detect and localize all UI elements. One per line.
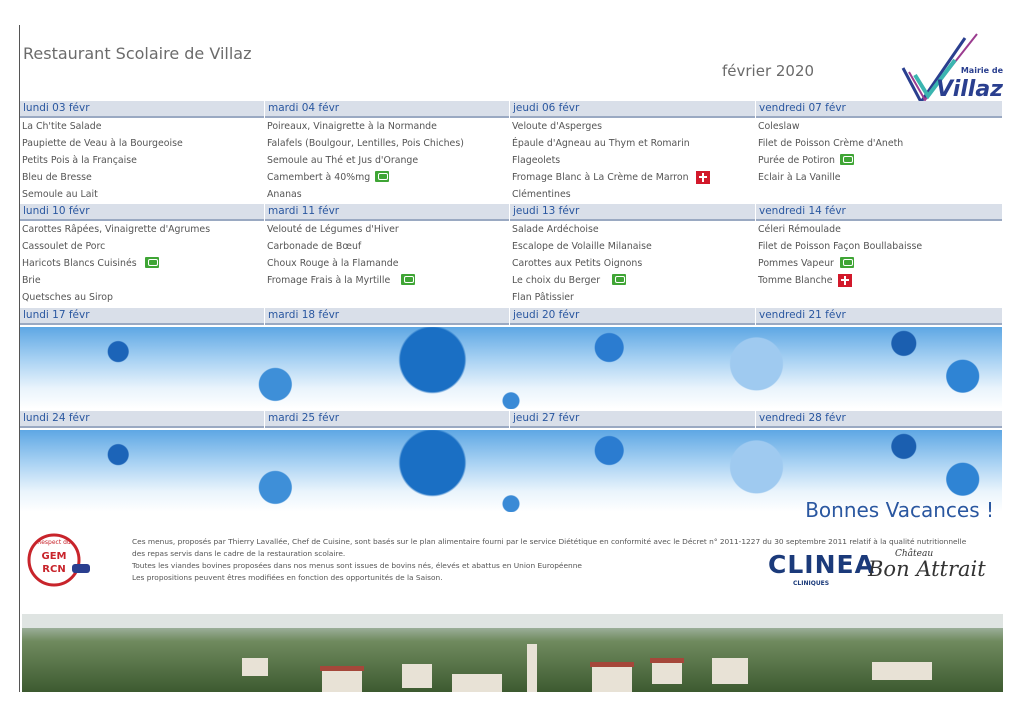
menu-item: Eclair à La Vanille: [758, 172, 841, 183]
logo-text: Mairie de: [961, 66, 1004, 75]
menu-item: Pommes Vapeur: [758, 258, 834, 269]
menu-item: Velouté de Légumes d'Hiver: [267, 224, 399, 235]
note: Les propositions peuvent êtres modifiées…: [132, 573, 443, 582]
menu-item: Coleslaw: [758, 121, 800, 132]
menu-item: Camembert à 40%mg: [267, 172, 371, 183]
day-header: mardi 18 févr: [265, 308, 509, 325]
menu-item: Falafels (Boulgour, Lentilles, Pois Chic…: [267, 138, 464, 149]
title: Restaurant Scolaire de Villaz: [23, 44, 252, 63]
menu-item: Bleu de Bresse: [22, 172, 92, 183]
logo-text: RCN: [42, 564, 65, 575]
savoie-badge: [696, 171, 710, 184]
logo-swoosh: [913, 58, 957, 100]
menu-item: Clémentines: [512, 189, 571, 200]
menu-item: Flan Pâtissier: [512, 292, 574, 303]
menu-item: Haricots Blancs Cuisinés: [22, 258, 137, 269]
menu-item: Cassoulet de Porc: [22, 241, 106, 252]
menu-item: Filet de Poisson Crème d'Aneth: [758, 138, 904, 149]
menu-item: Épaule d'Agneau au Thym et Romarin: [512, 138, 690, 149]
clinea-logo: CLINEA: [768, 550, 875, 579]
bio-badge: [401, 274, 415, 285]
chateau-logo: Château: [895, 549, 934, 559]
bio-badge: [840, 154, 854, 165]
village-photo: [22, 614, 1003, 692]
chateau-logo: Bon Attrait: [868, 557, 986, 581]
logo-text: GEM: [42, 551, 67, 562]
note: Toutes les viandes bovines proposées dan…: [132, 561, 582, 570]
menu-item: Carbonade de Bœuf: [267, 241, 362, 252]
day-header: vendredi 28 févr: [756, 411, 1002, 428]
day-header: jeudi 13 févr: [510, 204, 755, 221]
menu-item: Semoule au Thé et Jus d'Orange: [267, 155, 419, 166]
day-header: mardi 04 févr: [265, 101, 509, 118]
day-header: lundi 17 févr: [20, 308, 264, 325]
menu-item: Fromage Blanc à La Crème de Marron: [512, 172, 689, 183]
day-header: vendredi 07 févr: [756, 101, 1002, 118]
day-header: vendredi 21 févr: [756, 308, 1002, 325]
menu-item: Paupiette de Veau à la Bourgeoise: [22, 138, 183, 149]
sky: [22, 614, 1003, 628]
bio-badge: [145, 257, 159, 268]
bio-badge: [612, 274, 626, 285]
menu-item: Céleri Rémoulade: [758, 224, 841, 235]
menu-item: Salade Ardéchoise: [512, 224, 599, 235]
menu-item: Filet de Poisson Façon Boullabaisse: [758, 241, 923, 252]
menu-item: Le choix du Berger: [512, 275, 601, 286]
cow-icon: [72, 564, 90, 573]
day-header: jeudi 06 févr: [510, 101, 755, 118]
snow-banner: [20, 430, 1002, 512]
houses: [242, 644, 932, 692]
day-header: mardi 25 févr: [265, 411, 509, 428]
day-header: lundi 03 févr: [20, 101, 264, 118]
day-header: jeudi 27 févr: [510, 411, 755, 428]
menu-item: Tomme Blanche: [758, 275, 833, 286]
border-line: [19, 25, 20, 692]
month: février 2020: [722, 62, 815, 80]
menu-item: Semoule au Lait: [22, 189, 98, 200]
villaz-logo: Mairie de Villaz: [901, 33, 1004, 105]
menu-item: La Ch'tite Salade: [22, 121, 102, 132]
menu-item: Ananas: [267, 189, 302, 200]
gem-rcn-logo: Respect du GEM RCN: [27, 533, 90, 587]
note: Ces menus, proposés par Thierry Lavallée…: [132, 537, 967, 546]
menu-item: Veloute d'Asperges: [512, 121, 602, 132]
menu-item: Poireaux, Vinaigrette à la Normande: [267, 121, 437, 132]
bio-badge: [375, 171, 389, 182]
menu-item: Purée de Potiron: [758, 155, 835, 166]
logo-ring: [27, 533, 81, 587]
snow-banner: [20, 327, 1002, 409]
logo-text: Villaz: [936, 77, 1003, 102]
menu-item: Petits Pois à la Française: [22, 155, 137, 166]
clinea-sub: CLINIQUES: [793, 580, 830, 587]
roofs: [320, 658, 684, 671]
message: Bonnes Vacances !: [805, 498, 994, 522]
day-header: lundi 10 févr: [20, 204, 264, 221]
bio-badge: [840, 257, 854, 268]
menu-item: Escalope de Volaille Milanaise: [512, 241, 652, 252]
menu-item: Choux Rouge à la Flamande: [267, 258, 399, 269]
logo-text: Respect du: [37, 539, 71, 546]
menu-item: Fromage Frais à la Myrtille: [267, 275, 391, 286]
menu-item: Brie: [22, 275, 41, 286]
day-header: mardi 11 févr: [265, 204, 509, 221]
day-header: jeudi 20 févr: [510, 308, 755, 325]
note: des repas servis dans le cadre de la res…: [132, 549, 346, 558]
menu-item: Quetsches au Sirop: [22, 292, 113, 303]
savoie-badge: [838, 274, 852, 287]
menu-item: Carottes Râpées, Vinaigrette d'Agrumes: [22, 224, 211, 235]
logo-swoosh: [908, 33, 978, 102]
menu-item: Carottes aux Petits Oignons: [512, 258, 643, 269]
menu-item: Flageolets: [512, 155, 561, 166]
day-header: vendredi 14 févr: [756, 204, 1002, 221]
day-header: lundi 24 févr: [20, 411, 264, 428]
